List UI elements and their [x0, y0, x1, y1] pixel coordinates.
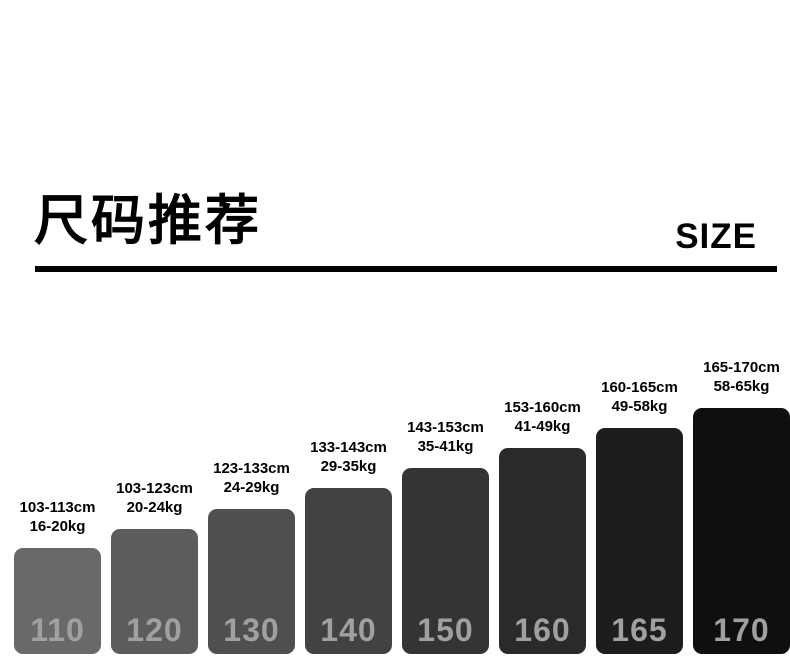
page-title: 尺码推荐: [34, 191, 262, 251]
size-number: 165: [611, 612, 668, 648]
size-bar-group: 123-133cm 24-29kg 130: [208, 459, 295, 654]
weight-range-text: 29-35kg: [320, 458, 377, 475]
size-bar-group: 133-143cm 29-35kg 140: [305, 438, 392, 654]
size-bar-group: 103-123cm 20-24kg 120: [111, 479, 198, 654]
size-bar: 120: [111, 529, 198, 654]
height-range-text: 123-133cm: [213, 460, 290, 477]
weight-range-text: 24-29kg: [223, 479, 280, 496]
weight-range-text: 49-58kg: [611, 398, 668, 415]
height-range-text: 133-143cm: [310, 439, 387, 456]
size-range-label: 143-153cm 35-41kg: [371, 418, 521, 456]
size-range-label: 103-123cm 20-24kg: [80, 479, 230, 517]
size-bar: 130: [208, 509, 295, 654]
size-bar: 110: [14, 548, 101, 654]
title-divider-line: [35, 266, 777, 272]
size-number: 130: [223, 612, 280, 648]
size-range-label: 165-170cm 58-65kg: [667, 358, 790, 396]
size-range-label: 103-113cm 16-20kg: [0, 498, 133, 536]
bar-chart: 103-113cm 16-20kg 110 103-123cm 20-24kg …: [14, 358, 790, 654]
size-number: 120: [126, 612, 183, 648]
weight-range-text: 58-65kg: [713, 378, 770, 395]
weight-range-text: 20-24kg: [126, 499, 183, 516]
size-bar-group: 153-160cm 41-49kg 160: [499, 398, 586, 654]
height-range-text: 103-123cm: [116, 480, 193, 497]
size-number: 170: [713, 612, 770, 648]
size-bar-group: 160-165cm 49-58kg 165: [596, 378, 683, 654]
size-number: 160: [514, 612, 571, 648]
size-range-label: 133-143cm 29-35kg: [274, 438, 424, 476]
size-bar: 160: [499, 448, 586, 654]
size-bar-group: 143-153cm 35-41kg 150: [402, 418, 489, 654]
size-bar-group: 103-113cm 16-20kg 110: [14, 498, 101, 654]
size-heading: SIZE: [675, 217, 757, 256]
size-range-label: 123-133cm 24-29kg: [177, 459, 327, 497]
weight-range-text: 41-49kg: [514, 418, 571, 435]
size-range-label: 160-165cm 49-58kg: [565, 378, 715, 416]
size-range-label: 153-160cm 41-49kg: [468, 398, 618, 436]
weight-range-text: 16-20kg: [29, 518, 86, 535]
height-range-text: 153-160cm: [504, 399, 581, 416]
height-range-text: 143-153cm: [407, 419, 484, 436]
size-bar: 150: [402, 468, 489, 654]
size-number: 150: [417, 612, 474, 648]
size-bar: 165: [596, 428, 683, 654]
height-range-text: 160-165cm: [601, 379, 678, 396]
height-range-text: 165-170cm: [703, 359, 780, 376]
size-bar: 140: [305, 488, 392, 654]
size-bar: 170: [693, 408, 790, 654]
size-bar-group: 165-170cm 58-65kg 170: [693, 358, 790, 654]
size-number: 140: [320, 612, 377, 648]
weight-range-text: 35-41kg: [417, 438, 474, 455]
height-range-text: 103-113cm: [19, 499, 96, 516]
size-number: 110: [30, 612, 85, 648]
